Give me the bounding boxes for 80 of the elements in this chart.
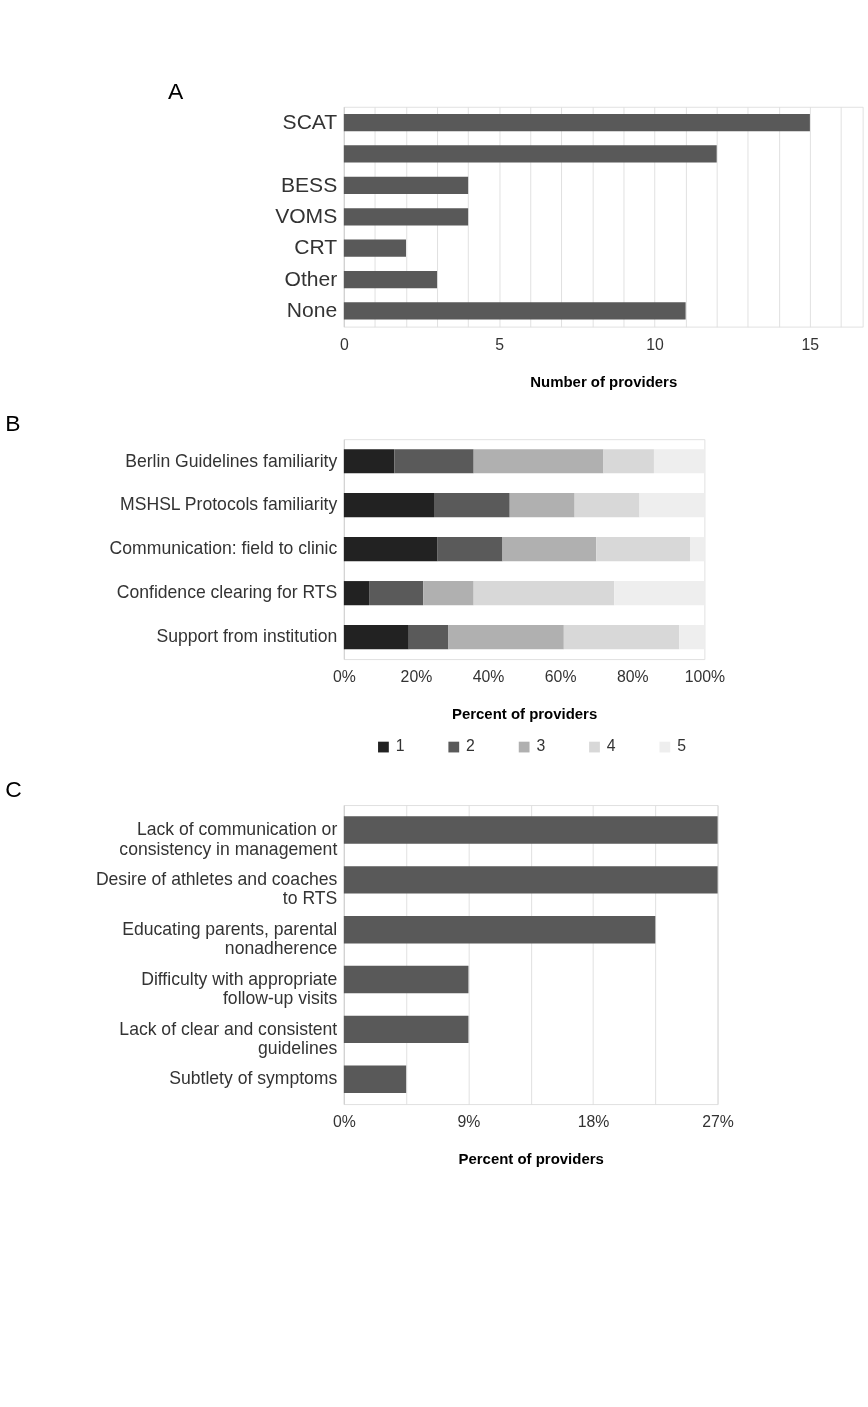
x-axis-title: Number of providers: [530, 372, 678, 390]
y-tick-label: Other: [284, 266, 338, 290]
legend-label: 4: [606, 737, 616, 755]
y-tick-label: Subtlety of symptoms: [169, 1068, 338, 1089]
y-tick-label: Difficulty with appropriate follow-up visits: [141, 968, 338, 1009]
bar: [343, 270, 438, 289]
x-tick-label: 0: [339, 336, 349, 353]
bar: [473, 581, 615, 606]
legend-label: 1: [395, 737, 405, 755]
bar: [448, 625, 564, 650]
x-axis-title: Percent of providers: [451, 705, 598, 723]
bar: [343, 449, 395, 474]
y-tick-label: SCAT: [282, 109, 338, 133]
y-tick-label: Lack of communication or consistency in management: [119, 819, 338, 859]
bar: [343, 113, 810, 132]
y-tick-label: Support from institution: [156, 626, 338, 647]
bar: [343, 208, 469, 226]
bar: [596, 537, 690, 562]
y-tick-label: BESS: [280, 172, 338, 196]
bar: [437, 537, 503, 562]
text: C: [5, 776, 22, 803]
x-tick-label: 15: [801, 336, 820, 353]
bar: [690, 537, 705, 562]
x-tick-label: 10: [646, 336, 664, 353]
bar: [343, 302, 686, 320]
bar: [679, 625, 705, 650]
bar: [343, 965, 469, 994]
bar: [343, 866, 718, 894]
bar: [343, 915, 656, 944]
bar: [653, 449, 705, 474]
x-tick-label: 27%: [702, 1113, 734, 1131]
x-tick-label: 0%: [332, 668, 356, 686]
legend-label: 5: [677, 737, 687, 755]
bar: [343, 581, 370, 606]
y-tick-label: None: [286, 298, 338, 322]
legend-label: 3: [536, 737, 546, 755]
y-tick-label: MSHSL Protocols familiarity: [120, 494, 338, 515]
bar: [434, 493, 510, 518]
x-tick-label: 60%: [544, 668, 577, 686]
x-tick-label: 100%: [684, 668, 726, 686]
bar: [343, 537, 438, 562]
bar: [343, 625, 409, 650]
bar: [563, 625, 680, 650]
bar: [343, 1015, 469, 1044]
x-tick-label: 18%: [577, 1113, 610, 1131]
bar: [343, 1065, 407, 1093]
bar: [343, 493, 434, 518]
y-tick-label: VOMS: [275, 203, 338, 227]
x-tick-label: 20%: [400, 668, 433, 686]
y-tick-label: Desire of athletes and coaches to RTS: [95, 869, 338, 909]
x-tick-label: 40%: [472, 668, 505, 686]
y-tick-label: Educating parents, parental nonadherence: [122, 918, 338, 959]
bar: [603, 449, 654, 474]
bar: [473, 449, 604, 474]
x-tick-label: 80%: [616, 668, 649, 686]
bar: [394, 449, 474, 474]
bar: [343, 145, 717, 163]
bar: [369, 581, 424, 606]
bar: [574, 493, 640, 518]
x-tick-label: 5: [495, 336, 505, 353]
bar: [343, 239, 406, 257]
y-tick-label: Lack of clear and consistent guidelines: [119, 1018, 338, 1058]
bar: [343, 816, 718, 844]
bar: [423, 581, 474, 606]
bar: [614, 581, 705, 606]
bar: [408, 625, 449, 650]
y-tick-label: Confidence clearing for RTS: [116, 582, 338, 603]
x-axis-title: Percent of providers: [458, 1150, 604, 1168]
bar: [639, 493, 705, 518]
x-tick-label: 0%: [332, 1113, 356, 1131]
y-tick-label: Berlin Guidelines familiarity: [125, 450, 338, 471]
y-tick-label: CRT: [294, 235, 338, 259]
legend-label: 2: [466, 737, 475, 755]
y-tick-label: Communication: field to clinic: [109, 538, 338, 559]
x-tick-label: 9%: [457, 1113, 481, 1131]
bar: [502, 537, 597, 562]
text: B: [5, 410, 21, 437]
bar: [343, 176, 469, 194]
chart-title: A: [167, 77, 184, 104]
bar: [509, 493, 575, 518]
